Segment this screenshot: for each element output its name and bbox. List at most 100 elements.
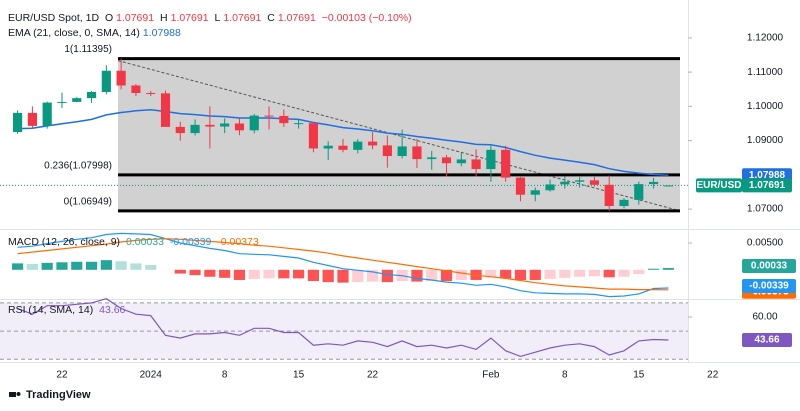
- ohlc-label: H: [160, 12, 168, 24]
- x-tick-label: 22: [56, 370, 68, 381]
- macd-histogram-bar: [411, 269, 423, 282]
- candle-body: [116, 70, 126, 86]
- macd-histogram-bar: [618, 269, 630, 277]
- candle-body: [190, 124, 200, 134]
- signal-value: -0.00373: [217, 236, 259, 248]
- candle-body: [279, 115, 289, 124]
- macd-histogram-bar: [307, 269, 319, 282]
- macd-histogram-bar: [85, 261, 98, 270]
- macd-histogram-bar: [574, 269, 586, 277]
- candle-body: [456, 159, 466, 164]
- macd-hist-value: 0.00033: [125, 236, 164, 248]
- macd-histogram-bar: [130, 263, 142, 270]
- x-tick-label: 22: [367, 370, 379, 381]
- rsi-line: [17, 298, 669, 358]
- macd-histogram-bar: [588, 269, 601, 277]
- y-tick-label: 1.10000: [747, 101, 784, 112]
- macd-histogram-bar: [233, 269, 246, 280]
- candle-body: [308, 123, 318, 149]
- macd-line: [17, 232, 669, 298]
- candle-body: [175, 126, 185, 134]
- ohlc-label: O: [104, 12, 114, 24]
- fib-label: 1(1.11395): [64, 44, 112, 55]
- candle-body: [560, 181, 570, 185]
- ema-value: 1.07988: [142, 27, 181, 39]
- change: −0.00103 (−0.10%): [321, 12, 412, 24]
- rsi-tag: 43.66: [754, 335, 779, 346]
- candle-body: [205, 124, 215, 127]
- ohlc-value: 1.07691: [170, 12, 209, 24]
- candle-body: [501, 149, 511, 178]
- macd-histogram-bar: [352, 269, 364, 283]
- macd-title: MACD (12, 26, close, 9): [8, 236, 121, 248]
- candle-body: [604, 184, 614, 207]
- candle-body: [220, 123, 230, 127]
- macd-histogram-bar: [366, 269, 379, 282]
- macd-histogram-bar: [56, 262, 68, 270]
- macd-histogram-bar: [337, 269, 349, 283]
- title: EUR/USD Spot, 1D: [8, 12, 100, 24]
- fib-label: 0(1.06949): [64, 196, 112, 207]
- macd-histogram-bar: [248, 269, 260, 279]
- candle-body: [575, 180, 585, 182]
- x-tick-label: 22: [707, 370, 719, 381]
- candle-body: [353, 141, 363, 150]
- brand-icon: [16, 392, 21, 396]
- candle-body: [13, 112, 23, 133]
- candle-body: [663, 185, 673, 187]
- candle-body: [619, 199, 629, 207]
- symbol-tag-bg: [696, 178, 742, 193]
- rsi-value: 43.66: [99, 304, 126, 316]
- macd-histogram-bar: [455, 269, 467, 280]
- macd-histogram-bar: [26, 263, 38, 270]
- candle-body: [323, 145, 333, 149]
- candle-body: [367, 141, 378, 146]
- candle-body: [397, 146, 407, 157]
- macd-histogram-bar: [189, 269, 201, 276]
- ohlc-value: 1.07691: [223, 12, 262, 24]
- macd-histogram-bar: [278, 269, 290, 279]
- ohlc-label: L: [214, 12, 221, 24]
- macd-histogram-bar: [514, 269, 527, 280]
- macd-histogram-bar: [529, 269, 541, 280]
- ema-tag: 1.07988: [749, 170, 786, 181]
- macd-histogram-bar: [559, 269, 571, 278]
- trend-line: [117, 60, 681, 212]
- price-tag-bg: [742, 178, 792, 193]
- macd-histogram-bar: [41, 262, 53, 270]
- macd-histogram-bar: [322, 269, 334, 283]
- ema-line: [17, 109, 669, 177]
- x-tick-label: 8: [222, 370, 228, 381]
- y-tick-label: 1.09000: [747, 135, 784, 146]
- macd-histogram-bar: [100, 260, 112, 270]
- rsi-title: RSI (14, SMA, 14): [8, 304, 94, 316]
- macd-histogram-bar: [71, 261, 83, 270]
- candle-body: [160, 93, 171, 127]
- macd-histogram-bar: [647, 268, 660, 270]
- rsi-tag-bg: [742, 333, 792, 348]
- candle-body: [427, 157, 437, 160]
- hist-tag: 0.00033: [751, 261, 788, 272]
- candle-body: [264, 115, 274, 117]
- ohlc-label: C: [267, 12, 275, 24]
- y-tick-label: 60.00: [752, 312, 777, 323]
- macd-histogram-bar: [440, 269, 453, 282]
- candle-body: [486, 149, 496, 170]
- macd-line: [17, 238, 669, 291]
- macd-histogram-bar: [219, 269, 231, 278]
- rsi-header: RSI (14, SMA, 14) 43.66: [8, 304, 128, 316]
- candle-body: [515, 177, 526, 195]
- macd-tag: -0.00339: [749, 281, 789, 292]
- candle-body: [545, 184, 555, 191]
- candle-body: [249, 115, 259, 131]
- candle-body: [72, 98, 82, 102]
- candle-body: [530, 190, 540, 195]
- brand: TradingView: [26, 389, 91, 401]
- price-header: EUR/USD Spot, 1D O 1.07691 H 1.07691 L 1.07…: [8, 12, 415, 24]
- y-tick-label: 1.11000: [747, 67, 783, 78]
- symbol-tag: EUR/USD: [696, 180, 741, 191]
- candle-body: [589, 180, 600, 185]
- macd-histogram-bar: [174, 269, 186, 274]
- candle-body: [42, 102, 52, 126]
- macd-header: MACD (12, 26, close, 9) 0.00033 -0.00339…: [8, 236, 262, 248]
